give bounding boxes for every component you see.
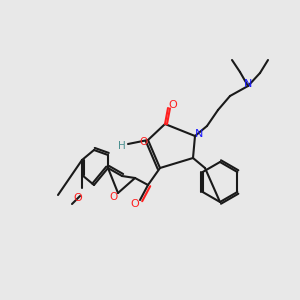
- Text: O: O: [169, 100, 177, 110]
- Text: O: O: [110, 192, 118, 202]
- Text: O: O: [130, 199, 140, 209]
- Text: H: H: [118, 141, 126, 151]
- Text: N: N: [195, 129, 203, 139]
- Text: O: O: [140, 137, 148, 147]
- Text: O: O: [74, 193, 82, 203]
- Text: N: N: [244, 79, 252, 89]
